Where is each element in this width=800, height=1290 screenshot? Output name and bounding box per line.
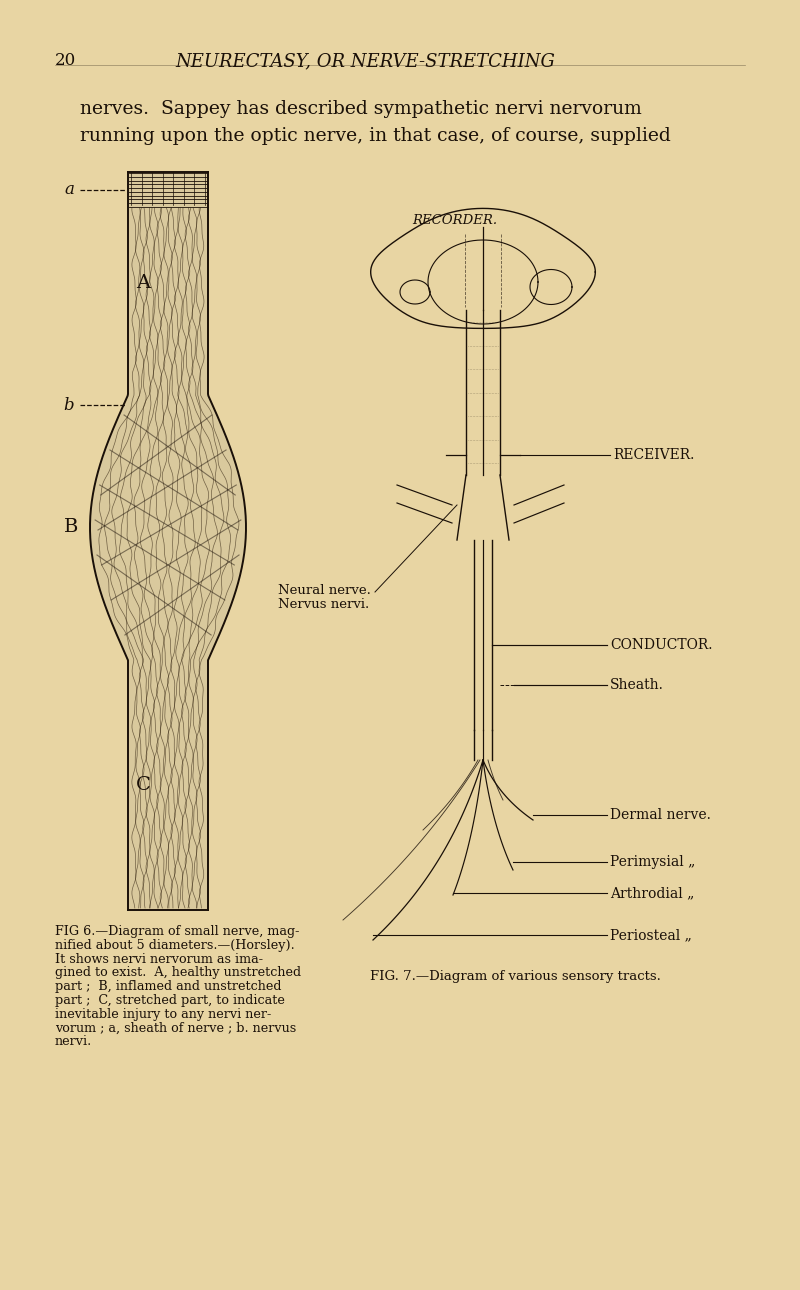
Text: Periosteal „: Periosteal „: [610, 928, 692, 942]
Text: part ;  C, stretched part, to indicate: part ; C, stretched part, to indicate: [55, 995, 285, 1007]
Text: part ;  B, inflamed and unstretched: part ; B, inflamed and unstretched: [55, 980, 282, 993]
Text: Arthrodial „: Arthrodial „: [610, 886, 694, 900]
Text: Perimysial „: Perimysial „: [610, 855, 695, 869]
Text: Nervus nervi.: Nervus nervi.: [278, 599, 370, 611]
Text: inevitable injury to any nervi ner-: inevitable injury to any nervi ner-: [55, 1007, 271, 1020]
Text: C: C: [136, 777, 151, 795]
Text: It shows nervi nervorum as ima-: It shows nervi nervorum as ima-: [55, 952, 263, 966]
Text: Dermal nerve.: Dermal nerve.: [610, 808, 711, 822]
Text: CONDUCTOR.: CONDUCTOR.: [610, 639, 713, 651]
Text: Neural nerve.: Neural nerve.: [278, 584, 371, 597]
Text: RECEIVER.: RECEIVER.: [613, 448, 694, 462]
Text: 20: 20: [55, 52, 76, 68]
Text: NEURECTASY, OR NERVE-STRETCHING: NEURECTASY, OR NERVE-STRETCHING: [175, 52, 555, 70]
Polygon shape: [90, 172, 246, 909]
Text: B: B: [64, 519, 78, 537]
Text: a: a: [64, 182, 74, 199]
Text: Sheath.: Sheath.: [610, 679, 664, 691]
Text: nified about 5 diameters.—(Horsley).: nified about 5 diameters.—(Horsley).: [55, 939, 294, 952]
Text: FIG. 7.—Diagram of various sensory tracts.: FIG. 7.—Diagram of various sensory tract…: [370, 970, 661, 983]
Text: nervi.: nervi.: [55, 1036, 92, 1049]
Text: FIG 6.—Diagram of small nerve, mag-: FIG 6.—Diagram of small nerve, mag-: [55, 925, 299, 938]
Text: vorum ; a, sheath of nerve ; b. nervus: vorum ; a, sheath of nerve ; b. nervus: [55, 1022, 296, 1035]
Text: A: A: [136, 273, 150, 292]
Text: b: b: [63, 396, 74, 414]
Text: running upon the optic nerve, in that case, of course, supplied: running upon the optic nerve, in that ca…: [80, 126, 670, 144]
Text: nerves.  Sappey has described sympathetic nervi nervorum: nerves. Sappey has described sympathetic…: [80, 101, 642, 117]
Text: RECORDER.: RECORDER.: [413, 214, 498, 227]
Text: gined to exist.  A, healthy unstretched: gined to exist. A, healthy unstretched: [55, 966, 301, 979]
